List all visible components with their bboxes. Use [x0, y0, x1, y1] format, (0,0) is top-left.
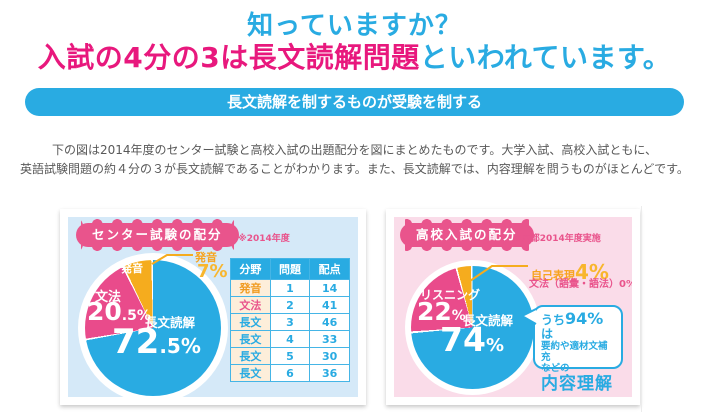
col-header-number: 問題	[269, 258, 311, 280]
table-row: 長文 5 30	[230, 347, 350, 365]
banner: 長文読解を制するものが受験を制する	[25, 88, 684, 116]
center-exam-panel: センター試験の配分 ※2014年度 発音 文法 20.5% 長文読解 72.5%…	[60, 209, 366, 405]
cell-question-number: 4	[269, 330, 311, 348]
cell-subject: 長文	[230, 313, 271, 331]
center-exam-badge: センター試験の配分	[76, 219, 239, 251]
center-exam-table: 分野 問題 配点 発音 1 14 文法 2 41 長文 3 46 長文 4 33 長文 5 30 長文 6 36	[230, 258, 350, 382]
hs-exam-badge: 高校入試の配分	[400, 219, 534, 251]
pie-label-pronunciation: 発音	[121, 262, 143, 275]
bubble-line2: 要約や適材文補充	[541, 341, 608, 364]
page-title-line1: 知っていますか？	[247, 11, 462, 41]
pie-value-listening: 22%	[417, 297, 466, 326]
col-header-subject: 分野	[230, 258, 271, 280]
hs-exam-pie-chart	[411, 266, 534, 389]
cell-points: 14	[309, 279, 350, 297]
page-column-divider	[641, 206, 642, 412]
cell-points: 41	[309, 296, 350, 314]
cell-question-number: 2	[269, 296, 311, 314]
callout-self-expression-value: 4%	[575, 260, 609, 284]
table-row: 長文 6 36	[230, 364, 350, 382]
pie-value-reading: 72.5%	[112, 322, 201, 362]
cell-subject: 長文	[230, 364, 271, 382]
table-row: 長文 4 33	[230, 330, 350, 348]
col-header-points: 配点	[309, 258, 350, 280]
cell-subject: 長文	[230, 347, 271, 365]
title-highlight: 入試の4分の3は長文読解問題	[37, 41, 420, 74]
callout-pronunciation-value: 7%	[197, 261, 228, 282]
pie-value-grammar: 20.5%	[87, 297, 151, 326]
bubble-line3: などの	[541, 363, 570, 375]
bubble-line1: うち94%は	[541, 309, 604, 342]
intro-paragraph: 下の図は2014年度のセンター試験と高校入試の出題配分を図にまとめたものです。大…	[0, 141, 709, 179]
cell-points: 30	[309, 347, 350, 365]
pie-label-reading-hs: 長文読解	[463, 313, 514, 328]
title-rest: といわれています。	[419, 41, 672, 74]
center-exam-table-body: 発音 1 14 文法 2 41 長文 3 46 長文 4 33 長文 5 30 長文 6 36	[230, 279, 350, 382]
pie-label-listening: リスニング	[420, 288, 481, 302]
intro-line2: 英語試験問題の約４分の３が長文読解であることがわかります。また、長文読解では、内…	[20, 162, 689, 176]
cell-question-number: 6	[269, 364, 311, 382]
table-header-row: 分野 問題 配点	[230, 258, 350, 280]
callout-self-expression-label: 自己表現4%	[531, 260, 609, 284]
page-title-line2: 入試の4分の3は長文読解問題といわれています。	[0, 36, 709, 76]
center-exam-pie-ring	[78, 253, 228, 397]
cell-question-number: 5	[269, 347, 311, 365]
cell-subject: 発音	[230, 279, 271, 297]
callout-pronunciation-label: 発音	[195, 251, 217, 264]
cell-question-number: 1	[269, 279, 311, 297]
cell-subject: 長文	[230, 330, 271, 348]
hs-exam-panel: 高校入試の配分 ※東京都2014年度実施 リスニング 22% 長文読解 74% …	[386, 209, 640, 405]
table-row: 長文 3 46	[230, 313, 350, 331]
table-row: 発音 1 14	[230, 279, 350, 297]
content-comprehension-bubble: うち94%は 要約や適材文補充 などの 内容理解	[533, 305, 623, 394]
hs-exam-panel-body: 高校入試の配分 ※東京都2014年度実施 リスニング 22% 長文読解 74% …	[394, 217, 632, 397]
cell-subject: 文法	[230, 296, 271, 314]
cell-points: 36	[309, 364, 350, 382]
intro-line1: 下の図は2014年度のセンター試験と高校入試の出題配分を図にまとめたものです。大…	[52, 143, 657, 157]
table-row: 文法 2 41	[230, 296, 350, 314]
center-exam-note: ※2014年度	[238, 234, 290, 244]
pie-label-grammar: 文法	[95, 290, 122, 305]
cell-points: 33	[309, 330, 350, 348]
cell-question-number: 3	[269, 313, 311, 331]
hs-exam-note: ※東京都2014年度実施	[504, 234, 601, 244]
center-exam-panel-body: センター試験の配分 ※2014年度 発音 文法 20.5% 長文読解 72.5%…	[68, 217, 358, 397]
bubble-line4: 内容理解	[541, 373, 613, 394]
callout-grammar-zero: 文法（語彙・語法）0%	[529, 279, 632, 290]
pie-label-reading: 長文読解	[145, 315, 196, 330]
cell-points: 46	[309, 313, 350, 331]
center-exam-pie-chart	[85, 260, 221, 396]
pie-value-reading-hs: 74%	[440, 320, 504, 359]
